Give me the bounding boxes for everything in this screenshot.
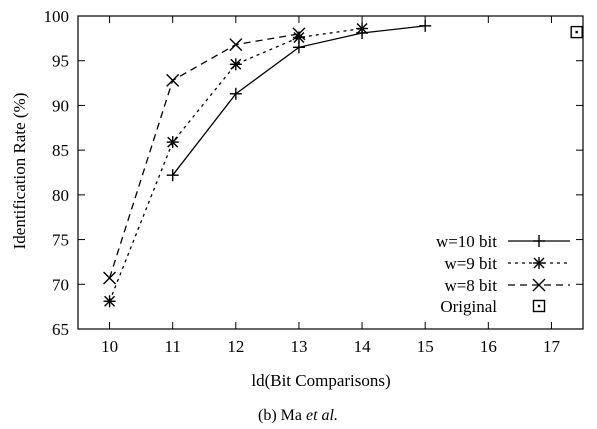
legend-marker [533,257,545,269]
legend-label: w=9 bit [444,254,497,273]
caption-italic: et al. [306,407,338,424]
legend-label: Original [440,297,497,316]
data-point [103,295,116,308]
legend-label: w=10 bit [436,232,497,251]
y-tick-label: 75 [52,231,69,250]
data-point [103,271,117,285]
x-axis-title: ld(Bit Comparisons) [251,371,390,390]
figure-caption: (b) Ma et al. [258,407,338,424]
data-point [292,27,306,41]
data-point [166,136,179,149]
data-point [229,38,243,52]
x-tick-label: 10 [101,337,118,356]
y-tick-label: 100 [44,7,70,26]
plot-frame [77,15,584,330]
data-point [166,169,179,182]
x-tick-label: 15 [417,337,434,356]
data-point [570,25,583,39]
y-tick-label: 65 [52,320,69,339]
y-tick-label: 90 [52,96,69,115]
data-point [229,58,242,71]
data-point [166,73,180,87]
caption-prefix: (b) Ma [258,407,306,424]
x-tick-label: 11 [165,337,181,356]
x-tick-label: 17 [543,337,561,356]
plot-area [77,15,584,330]
y-axis-title: Identification Rate (%) [10,93,29,250]
axis-ticks: 10 11 12 13 14 15 16 17 65 70 75 80 85 90 95 100 [44,7,583,356]
series-markers [103,19,583,308]
x-tick-label: 14 [354,337,372,356]
y-tick-label: 95 [52,52,69,71]
legend-marker [532,299,546,313]
data-point [419,19,432,32]
series-line-1 [108,27,363,302]
legend-marker [533,235,545,247]
data-point [229,87,242,100]
series-lines [108,25,426,302]
y-tick-label: 80 [52,186,69,205]
y-tick-label: 70 [52,275,69,294]
x-tick-label: 12 [227,337,244,356]
series-line-2 [108,33,300,279]
legend-marker [532,278,546,292]
x-tick-label: 13 [290,337,307,356]
data-point [356,22,369,35]
y-tick-label: 85 [52,141,69,160]
x-tick-label: 16 [480,337,497,356]
legend-label: w=8 bit [444,276,497,295]
legend: w=10 bit w=9 bit w=8 bit Original [436,232,570,316]
